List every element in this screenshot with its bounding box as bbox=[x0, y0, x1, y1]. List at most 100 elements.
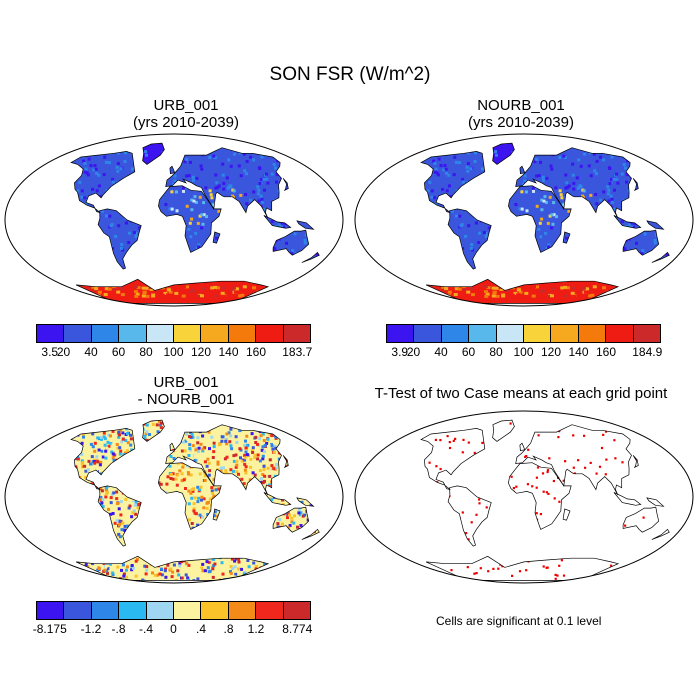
coastline-newGuinea bbox=[646, 220, 665, 230]
land-africa bbox=[508, 462, 572, 530]
coastline-eurasia bbox=[165, 424, 282, 496]
panel-3-colorbar: -8.175 -1.2 -.8 -.4 0 .4 .8 1.2 8.774 bbox=[32, 601, 313, 636]
land-greenland bbox=[492, 143, 515, 165]
panel-2-colorbar-bar bbox=[386, 324, 661, 343]
panel-3-colorbar-labels: -8.175 -1.2 -.8 -.4 0 .4 .8 1.2 8.774 bbox=[32, 620, 313, 636]
coastline-northAmerica bbox=[420, 428, 486, 490]
colorbar-swatch bbox=[91, 325, 120, 342]
coastline-uk bbox=[169, 165, 176, 175]
colorbar-swatch bbox=[174, 602, 202, 619]
coastline-indonesia bbox=[263, 215, 292, 229]
coastline-eurasia bbox=[515, 424, 632, 496]
colorbar-label: 183.7 bbox=[282, 345, 313, 359]
panel-1-colorbar: 3.5 20 40 60 80 100 120 140 160 183.7 bbox=[36, 324, 313, 359]
coastline-newGuinea bbox=[296, 497, 315, 507]
land-australia bbox=[623, 507, 659, 533]
colorbar-swatch bbox=[551, 325, 579, 342]
coastline-australia bbox=[272, 506, 310, 533]
colorbar-swatch bbox=[228, 325, 257, 342]
coastline-japan bbox=[282, 178, 289, 192]
colorbar-swatch bbox=[578, 325, 607, 342]
colorbar-swatch bbox=[256, 602, 284, 619]
coastline-greenland bbox=[142, 419, 165, 442]
land-japan bbox=[283, 178, 289, 191]
coastline-southAmerica bbox=[97, 208, 142, 270]
colorbar-label: 8.774 bbox=[282, 622, 313, 636]
coastline-australia bbox=[622, 506, 660, 533]
ttest-significance-map bbox=[354, 410, 694, 584]
colorbar-label: -1.2 bbox=[80, 622, 102, 636]
globe-border bbox=[4, 410, 344, 584]
colorbar-swatch bbox=[256, 325, 284, 342]
land-greenland bbox=[492, 420, 515, 442]
land-newGuinea bbox=[297, 220, 314, 230]
coastline-africa bbox=[508, 185, 572, 253]
land-southAmerica bbox=[448, 208, 492, 270]
land-northAmerica bbox=[421, 151, 485, 213]
land-japan bbox=[633, 178, 639, 191]
colorbar-swatch bbox=[146, 325, 175, 342]
land-northAmerica bbox=[71, 428, 135, 490]
panel-1-colorbar-bar bbox=[36, 324, 311, 343]
colorbar-swatch bbox=[496, 325, 525, 342]
colorbar-label: 3.5 bbox=[41, 345, 59, 359]
colorbar-label: -8.175 bbox=[32, 622, 67, 636]
coastline-newZealand bbox=[301, 251, 320, 263]
land-southAmerica bbox=[448, 485, 492, 547]
coastline-southAmerica bbox=[447, 485, 492, 547]
land-greenland bbox=[142, 143, 165, 165]
panel-2-colorbar: 3.9 20 40 60 80 100 120 140 160 184.9 bbox=[386, 324, 662, 359]
panel-2-title: NOURB_001 (yrs 2010-2039) bbox=[356, 97, 686, 131]
coastline-indonesia bbox=[613, 215, 642, 229]
land-africa bbox=[508, 185, 572, 253]
coastline-northAmerica bbox=[70, 151, 136, 213]
colorbar-swatch bbox=[606, 325, 634, 342]
colorbar-swatch bbox=[91, 602, 120, 619]
land-newGuinea bbox=[647, 497, 664, 507]
land-japan bbox=[633, 455, 639, 468]
coastline-newZealand bbox=[301, 528, 320, 540]
colorbar-label: .4 bbox=[195, 622, 207, 636]
panel-3-title: URB_001 - NOURB_001 bbox=[26, 374, 346, 408]
land-eurasia bbox=[515, 424, 632, 496]
nourb-fsr-map bbox=[354, 133, 694, 307]
coastline-indonesia bbox=[613, 492, 642, 506]
colorbar-swatch bbox=[414, 325, 442, 342]
colorbar-swatch bbox=[201, 602, 229, 619]
globe-border bbox=[354, 133, 694, 307]
colorbar-label: 160 bbox=[245, 345, 267, 359]
colorbar-label: .8 bbox=[223, 622, 234, 636]
coastline-uk bbox=[519, 442, 526, 452]
coastline-southAmerica bbox=[447, 208, 492, 270]
colorbar-swatch bbox=[283, 602, 311, 619]
colorbar-label: 120 bbox=[190, 345, 212, 359]
colorbar-label: 140 bbox=[568, 345, 589, 359]
coastline-indonesia bbox=[263, 492, 292, 506]
coastline-southAmerica bbox=[97, 485, 142, 547]
significance-note: Cells are significant at 0.1 level bbox=[436, 614, 602, 628]
colorbar-label: 140 bbox=[218, 345, 239, 359]
land-africa bbox=[158, 185, 222, 253]
colorbar-swatch bbox=[283, 325, 311, 342]
coastline-africa bbox=[158, 462, 222, 530]
colorbar-label: 60 bbox=[461, 345, 476, 359]
coastline-eurasia bbox=[515, 147, 632, 219]
colorbar-label: 3.9 bbox=[391, 345, 409, 359]
colorbar-label: 120 bbox=[540, 345, 562, 359]
panel-2-title-line1: NOURB_001 bbox=[477, 97, 565, 114]
colorbar-swatch bbox=[119, 325, 147, 342]
land-australia bbox=[623, 230, 659, 256]
land-uk bbox=[169, 166, 175, 174]
panel-3-colorbar-bar bbox=[36, 601, 311, 620]
panel-1-title-line1: URB_001 bbox=[153, 97, 219, 114]
coastline-uk bbox=[169, 442, 176, 452]
land-japan bbox=[283, 455, 289, 468]
land-uk bbox=[169, 443, 175, 451]
colorbar-label: 80 bbox=[489, 345, 503, 359]
coastline-newGuinea bbox=[646, 497, 665, 507]
colorbar-label: 40 bbox=[434, 345, 448, 359]
coastline-madagascar bbox=[562, 508, 571, 521]
land-uk bbox=[519, 443, 525, 451]
difference-map bbox=[4, 410, 344, 584]
land-newGuinea bbox=[297, 497, 314, 507]
